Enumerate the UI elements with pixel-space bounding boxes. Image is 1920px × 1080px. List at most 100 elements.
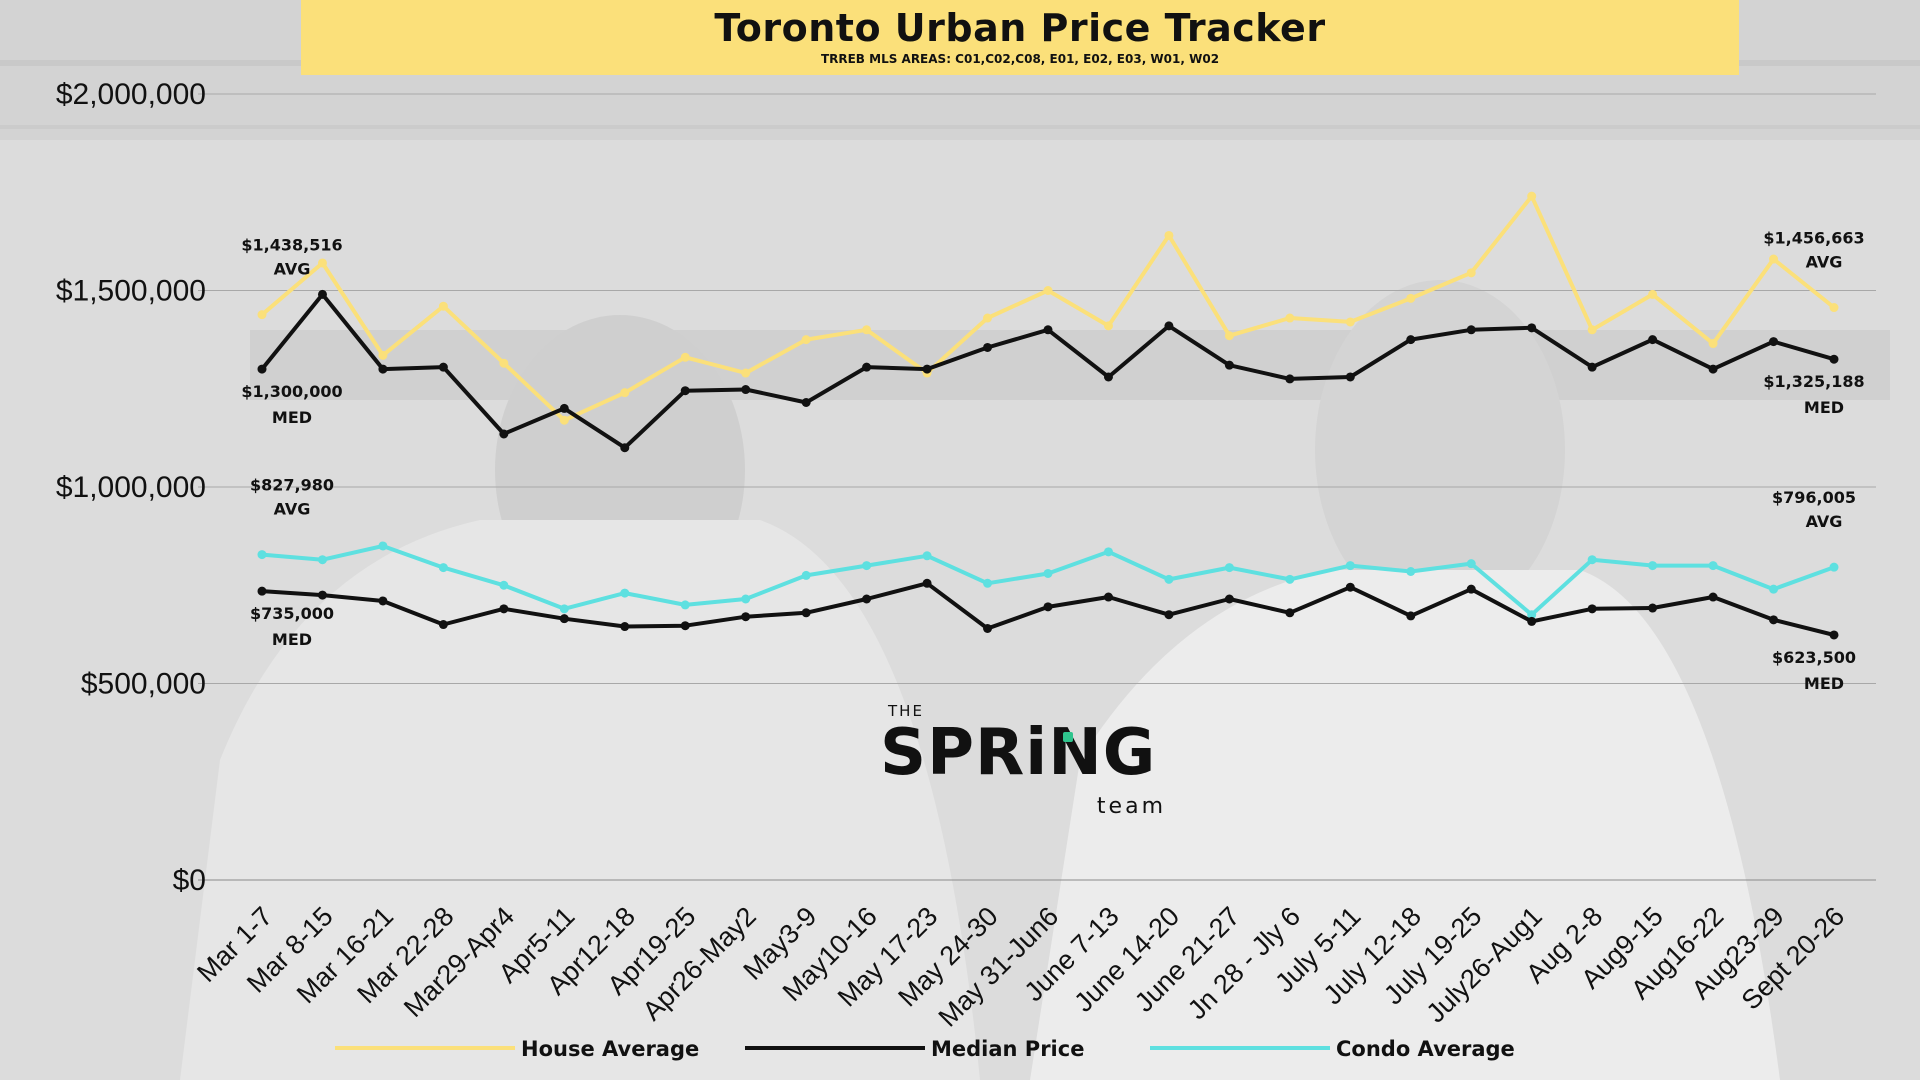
data-point-house-average: [1345, 317, 1355, 327]
data-point-median-price: [1345, 582, 1355, 592]
data-point-median-price: [378, 596, 388, 606]
annotation-label: AVG: [1806, 512, 1843, 531]
annotation-value: $1,456,663: [1763, 229, 1864, 248]
data-point-median-price: [1648, 335, 1658, 345]
legend-label: Condo Average: [1336, 1037, 1515, 1061]
y-tick-label: $1,500,000: [56, 275, 206, 308]
data-point-condo-average: [438, 563, 448, 573]
data-point-median-price: [1466, 584, 1476, 594]
annotation-label: MED: [1804, 674, 1844, 693]
data-point-median-price: [1103, 372, 1113, 382]
data-point-median-price: [499, 429, 509, 439]
data-point-condo-average: [1829, 562, 1839, 572]
data-point-condo-average: [378, 541, 388, 551]
y-tick-label: $2,000,000: [56, 78, 206, 111]
data-point-house-average: [499, 358, 509, 368]
data-point-house-average: [862, 325, 872, 335]
data-point-median-price: [1103, 592, 1113, 602]
data-point-house-average: [257, 310, 267, 320]
data-point-house-average: [438, 301, 448, 311]
data-point-median-price: [680, 621, 690, 631]
data-point-house-average: [1406, 293, 1416, 303]
data-point-condo-average: [559, 604, 569, 614]
data-point-condo-average: [801, 570, 811, 580]
annotation-value: $623,500: [1772, 648, 1856, 667]
data-point-house-average: [801, 335, 811, 345]
data-point-condo-average: [620, 588, 630, 598]
legend-label: Median Price: [931, 1037, 1084, 1061]
data-point-median-price: [801, 398, 811, 408]
data-point-median-price: [1043, 325, 1053, 335]
annotation-label: AVG: [1806, 253, 1843, 272]
series-line-median-price: [260, 292, 1835, 450]
data-point-condo-average: [862, 561, 872, 571]
chart-subtitle: TRREB MLS AREAS: C01,C02,C08, E01, E02, …: [820, 52, 1220, 66]
data-point-median-price: [438, 362, 448, 372]
data-point-median-price: [1224, 594, 1234, 604]
data-point-house-average: [1224, 331, 1234, 341]
data-point-house-average: [741, 368, 751, 378]
data-point-median-price: [741, 385, 751, 395]
data-point-house-average: [559, 415, 569, 425]
data-point-median-price: [257, 586, 267, 596]
data-point-condo-average: [741, 594, 751, 604]
data-point-house-average: [1164, 230, 1174, 240]
data-point-median-price: [620, 622, 630, 632]
data-point-median-price: [1043, 602, 1053, 612]
y-tick-label: $0: [173, 864, 206, 897]
data-point-median-price: [1587, 604, 1597, 614]
data-point-median-price: [1769, 615, 1779, 625]
data-point-condo-average: [257, 550, 267, 560]
data-point-condo-average: [983, 578, 993, 588]
data-point-median-price: [1769, 337, 1779, 347]
data-point-median-price: [1527, 616, 1537, 626]
chart-title: Toronto Urban Price Tracker: [714, 6, 1326, 50]
data-point-median-price: [801, 608, 811, 618]
data-point-house-average: [620, 388, 630, 398]
data-point-condo-average: [1406, 566, 1416, 576]
data-point-median-price: [499, 604, 509, 614]
data-point-house-average: [1708, 339, 1718, 349]
data-point-median-price: [1527, 323, 1537, 333]
data-point-condo-average: [317, 555, 327, 565]
data-point-median-price: [1708, 364, 1718, 374]
data-point-condo-average: [1285, 574, 1295, 584]
data-point-median-price: [1285, 608, 1295, 618]
legend-label: House Average: [521, 1037, 699, 1061]
data-point-median-price: [1406, 611, 1416, 621]
data-point-house-average: [378, 350, 388, 360]
data-point-median-price: [559, 403, 569, 413]
data-point-median-price: [1345, 372, 1355, 382]
data-point-median-price: [862, 594, 872, 604]
logo-spring-text: SPRiNG: [880, 716, 1157, 790]
data-point-median-price: [1164, 321, 1174, 331]
data-point-median-price: [922, 364, 932, 374]
data-point-median-price: [1708, 592, 1718, 602]
data-point-condo-average: [499, 580, 509, 590]
data-point-median-price: [1648, 603, 1658, 613]
data-point-house-average: [1829, 303, 1839, 313]
data-point-house-average: [680, 352, 690, 362]
data-point-condo-average: [1103, 547, 1113, 557]
spring-team-logo: THE SPRiNG team: [880, 702, 1170, 822]
data-point-condo-average: [922, 551, 932, 561]
data-point-median-price: [1285, 374, 1295, 384]
annotation-value: $735,000: [250, 604, 334, 623]
data-point-house-average: [1527, 191, 1537, 201]
data-point-median-price: [257, 364, 267, 374]
annotation-value: $796,005: [1772, 488, 1856, 507]
y-tick-label: $1,000,000: [56, 471, 206, 504]
data-point-condo-average: [1043, 568, 1053, 578]
data-point-median-price: [1829, 354, 1839, 364]
series-line-house-average: [260, 194, 1836, 423]
data-point-median-price: [983, 342, 993, 352]
data-point-house-average: [1587, 325, 1597, 335]
annotation-value: $1,325,188: [1763, 372, 1864, 391]
data-point-house-average: [1285, 313, 1295, 323]
data-point-median-price: [922, 578, 932, 588]
annotation-label: MED: [272, 408, 312, 427]
data-point-median-price: [1406, 335, 1416, 345]
logo-team-text: team: [1096, 794, 1166, 819]
data-point-condo-average: [1164, 574, 1174, 584]
data-point-house-average: [1648, 289, 1658, 299]
